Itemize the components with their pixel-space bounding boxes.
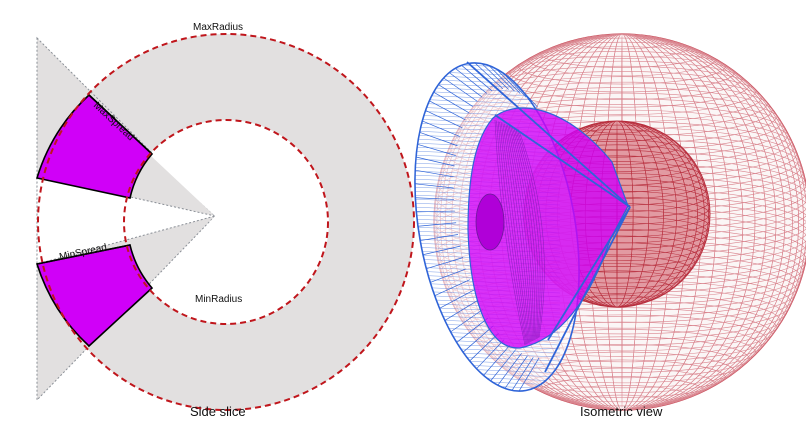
radius-annulus (38, 34, 414, 410)
min-radius-circle (123, 119, 329, 325)
side-slice-diagram: MaxRadius MinRadius MaxSpread MinSpread … (35, 22, 415, 419)
cone-edges (466, 61, 631, 373)
max-spread-line (88, 94, 153, 155)
upper-emission-wedge (35, 93, 154, 199)
isometric-diagram: Isometric view (409, 33, 806, 419)
max-radius-label: MaxRadius (193, 22, 243, 33)
min-radius-hole (150, 120, 329, 325)
inner-hollow-wedge (36, 175, 216, 265)
side-slice-caption: Side slice (190, 404, 246, 419)
isometric-caption: Isometric view (580, 404, 663, 419)
lower-emission-wedge (35, 244, 154, 348)
max-radius-circle (37, 33, 415, 411)
min-spread-line (36, 244, 131, 265)
min-radius-label: MinRadius (195, 294, 242, 305)
